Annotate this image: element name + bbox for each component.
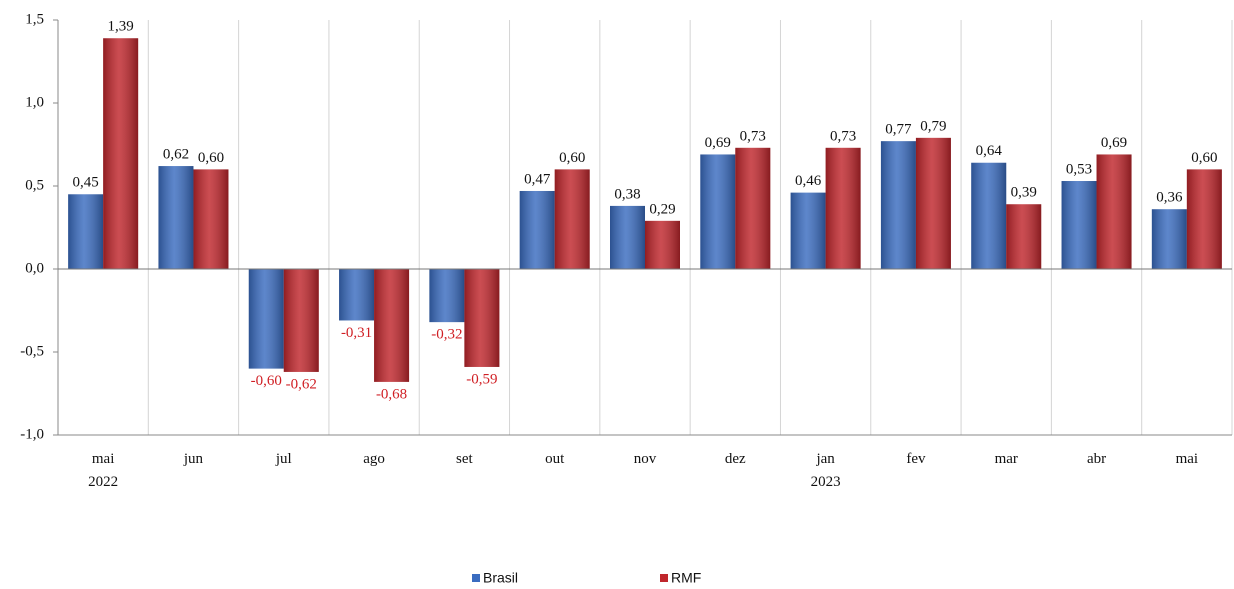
bar-shade — [103, 38, 139, 270]
bar-shade — [158, 166, 194, 269]
x-tick-label: nov — [634, 451, 657, 467]
bar-shade — [825, 147, 861, 269]
y-tick-label: 1,5 — [25, 11, 44, 27]
bar-shade — [1006, 204, 1042, 269]
y-tick-label: -0,5 — [20, 343, 44, 359]
x-tick-label: out — [545, 451, 565, 467]
x-tick-label: jun — [183, 451, 204, 467]
bar-shade — [645, 220, 680, 269]
value-label: 0,45 — [73, 175, 99, 191]
y-tick-label: -1,0 — [20, 426, 44, 442]
bar-shade — [915, 137, 951, 269]
bar-shade — [464, 269, 500, 367]
value-label: 0,77 — [885, 122, 912, 138]
bar-shade — [735, 147, 771, 269]
bar-shade — [519, 190, 555, 269]
value-label: -0,68 — [376, 386, 407, 402]
legend-label: Brasil — [483, 570, 518, 586]
bar-shade — [700, 154, 736, 269]
bar-shade — [429, 269, 465, 323]
value-label: -0,59 — [466, 371, 497, 387]
bar-shade — [193, 169, 229, 269]
value-label: -0,60 — [251, 373, 282, 389]
y-tick-label: 1,0 — [25, 94, 44, 110]
legend-swatch — [660, 574, 668, 582]
value-label: 0,46 — [795, 173, 822, 189]
value-label: -0,32 — [431, 327, 462, 343]
value-label: 0,62 — [163, 147, 189, 163]
value-label: 0,60 — [559, 150, 585, 166]
legend-label: RMF — [671, 570, 701, 586]
bar-shade — [554, 169, 590, 269]
x-tick-label: dez — [725, 451, 746, 467]
y-tick-label: 0,0 — [25, 260, 44, 276]
value-label: 0,69 — [705, 135, 731, 151]
bar-shade — [971, 162, 1007, 269]
bar-shade — [283, 269, 319, 372]
y-tick-label: 0,5 — [25, 177, 44, 193]
value-label: 0,29 — [649, 201, 675, 217]
value-label: 0,69 — [1101, 135, 1127, 151]
bar-shade — [248, 269, 284, 369]
value-label: 0,60 — [198, 150, 224, 166]
bar-shade — [1186, 169, 1222, 269]
bar-shade — [610, 205, 645, 269]
bar-shade — [790, 192, 826, 269]
x-tick-label: abr — [1087, 451, 1106, 467]
x-tick-label: jan 2023 — [811, 451, 841, 490]
value-label: 0,73 — [830, 128, 856, 144]
x-tick-label: mar — [995, 451, 1018, 467]
value-label: 0,64 — [976, 143, 1003, 159]
value-label: -0,62 — [286, 376, 317, 392]
x-tick-label: fev — [906, 451, 926, 467]
bar-shade — [374, 269, 410, 382]
bar-shade — [1096, 154, 1132, 269]
bar-shade — [1061, 181, 1097, 269]
value-label: 0,79 — [920, 118, 946, 134]
value-label: 0,39 — [1011, 185, 1037, 201]
x-tick-label: jul — [275, 451, 292, 467]
value-label: 1,39 — [108, 19, 134, 35]
x-tick-label: mai — [1176, 451, 1199, 467]
value-label: -0,31 — [341, 325, 372, 341]
value-label: 0,53 — [1066, 161, 1092, 177]
value-label: 0,60 — [1191, 150, 1217, 166]
value-label: 0,47 — [524, 171, 551, 187]
bar-shade — [880, 141, 916, 269]
bar-shade — [339, 269, 375, 321]
x-tick-label: mai 2022 — [88, 451, 118, 490]
x-tick-label: set — [456, 451, 473, 467]
bar-shade — [1151, 209, 1187, 269]
x-tick-label: ago — [363, 451, 385, 467]
value-label: 0,38 — [614, 186, 640, 202]
legend-swatch — [472, 574, 480, 582]
bar-shade — [68, 194, 104, 269]
value-label: 0,73 — [740, 128, 766, 144]
value-label: 0,36 — [1156, 190, 1183, 206]
